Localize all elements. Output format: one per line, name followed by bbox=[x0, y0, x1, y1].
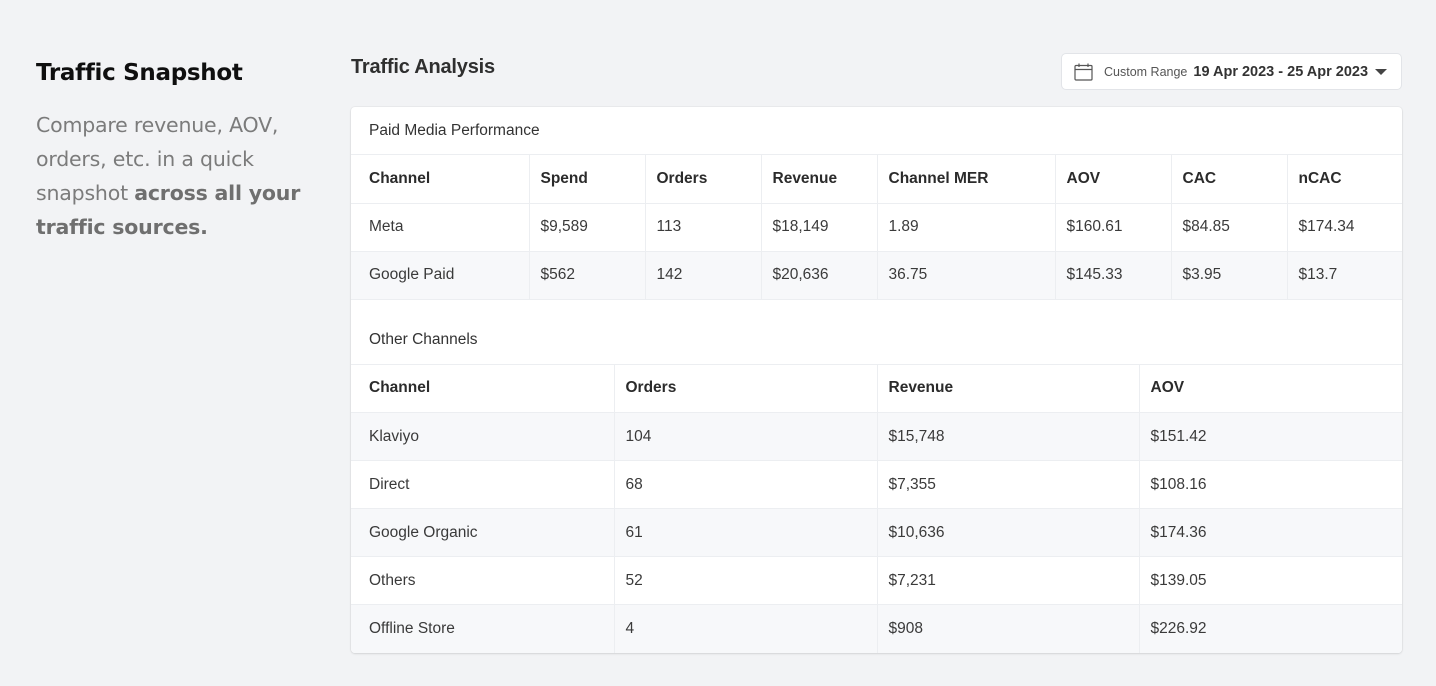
table-cell: Meta bbox=[351, 203, 529, 252]
table-cell: 142 bbox=[644, 251, 761, 300]
table-cell: $84.85 bbox=[1170, 203, 1287, 252]
table-cell: $908 bbox=[876, 604, 1139, 653]
date-range-label: Custom Range bbox=[1104, 64, 1188, 79]
column-header: Revenue bbox=[876, 364, 1139, 413]
traffic-table-card: Paid Media Performance Channel Spend Order… bbox=[351, 107, 1402, 653]
table-cell: $174.36 bbox=[1138, 508, 1402, 557]
table-cell: 36.75 bbox=[876, 251, 1055, 300]
table-row: Direct 68 $7,355 $108.16 bbox=[351, 460, 1402, 509]
table-row: Offline Store 4 $908 $226.92 bbox=[351, 604, 1402, 653]
column-header: AOV bbox=[1054, 155, 1171, 204]
table-cell: Google Organic bbox=[351, 508, 614, 557]
column-header: Channel MER bbox=[876, 155, 1055, 204]
table-cell: 52 bbox=[613, 556, 877, 605]
intro-title: Traffic Snapshot bbox=[36, 60, 243, 86]
table-row: Meta $9,589 113 $18,149 1.89 $160.61 $84.85 $17… bbox=[351, 203, 1402, 252]
other-channels-table: Channel Orders Revenue AOV Klaviyo 104 $15,74… bbox=[351, 364, 1402, 653]
caret-down-icon bbox=[1375, 68, 1388, 75]
table-cell: 68 bbox=[613, 460, 877, 509]
table-cell: $10,636 bbox=[876, 508, 1139, 557]
panel-header: Traffic Analysis Custom Range 19 Apr 202… bbox=[351, 52, 1402, 90]
table-cell: Offline Store bbox=[351, 604, 614, 653]
traffic-analysis-panel: Traffic Analysis Custom Range 19 Apr 202… bbox=[351, 52, 1402, 653]
calendar-icon bbox=[1074, 63, 1093, 81]
table-cell: $562 bbox=[528, 251, 645, 300]
table-cell: Others bbox=[351, 556, 614, 605]
intro-description-emphasis: across all your traffic sources. bbox=[36, 181, 301, 239]
table-cell: 61 bbox=[613, 508, 877, 557]
table-row: Klaviyo 104 $15,748 $151.42 bbox=[351, 412, 1402, 461]
table-cell: $160.61 bbox=[1054, 203, 1171, 252]
table-cell: 1.89 bbox=[876, 203, 1055, 252]
date-range-picker[interactable]: Custom Range 19 Apr 2023 - 25 Apr 2023 bbox=[1061, 53, 1402, 90]
column-header: CAC bbox=[1170, 155, 1287, 204]
column-header: Channel bbox=[351, 364, 614, 413]
intro-description: Compare revenue, AOV, orders, etc. in a … bbox=[36, 108, 316, 244]
table-header-row: Channel Orders Revenue AOV bbox=[351, 364, 1402, 413]
table-row: Google Organic 61 $10,636 $174.36 bbox=[351, 508, 1402, 557]
table-cell: $174.34 bbox=[1286, 203, 1402, 252]
table-cell: $18,149 bbox=[760, 203, 877, 252]
table-cell: Klaviyo bbox=[351, 412, 614, 461]
table-cell: $13.7 bbox=[1286, 251, 1402, 300]
column-header: Orders bbox=[644, 155, 761, 204]
table-header-row: Channel Spend Orders Revenue Channel MER AOV C… bbox=[351, 155, 1402, 204]
paid-media-table: Channel Spend Orders Revenue Channel MER AOV C… bbox=[351, 155, 1402, 300]
table-cell: Google Paid bbox=[351, 251, 529, 300]
column-header: Spend bbox=[528, 155, 645, 204]
table-cell: $226.92 bbox=[1138, 604, 1402, 653]
other-channels-section-title: Other Channels bbox=[351, 300, 1402, 365]
table-row: Google Paid $562 142 $20,636 36.75 $145.33 $3.… bbox=[351, 251, 1402, 300]
table-row: Others 52 $7,231 $139.05 bbox=[351, 556, 1402, 605]
column-header: nCAC bbox=[1286, 155, 1402, 204]
intro-description-text: Compare revenue, AOV, orders, etc. in a … bbox=[36, 113, 279, 205]
table-cell: $145.33 bbox=[1054, 251, 1171, 300]
column-header: Orders bbox=[613, 364, 877, 413]
table-cell: $9,589 bbox=[528, 203, 645, 252]
table-cell: $139.05 bbox=[1138, 556, 1402, 605]
column-header: AOV bbox=[1138, 364, 1402, 413]
paid-media-section-title: Paid Media Performance bbox=[351, 107, 1402, 155]
table-cell: $151.42 bbox=[1138, 412, 1402, 461]
table-cell: $108.16 bbox=[1138, 460, 1402, 509]
date-range-value: 19 Apr 2023 - 25 Apr 2023 bbox=[1193, 63, 1369, 80]
table-cell: $3.95 bbox=[1170, 251, 1287, 300]
table-cell: $20,636 bbox=[760, 251, 877, 300]
intro-panel: Traffic Snapshot Compare revenue, AOV, o… bbox=[36, 60, 316, 244]
table-cell: Direct bbox=[351, 460, 614, 509]
column-header: Revenue bbox=[760, 155, 877, 204]
table-cell: 4 bbox=[613, 604, 877, 653]
table-cell: $15,748 bbox=[876, 412, 1139, 461]
table-cell: $7,231 bbox=[876, 556, 1139, 605]
table-cell: 113 bbox=[644, 203, 761, 252]
table-cell: $7,355 bbox=[876, 460, 1139, 509]
table-cell: 104 bbox=[613, 412, 877, 461]
column-header: Channel bbox=[351, 155, 529, 204]
page-title: Traffic Analysis bbox=[351, 56, 495, 78]
